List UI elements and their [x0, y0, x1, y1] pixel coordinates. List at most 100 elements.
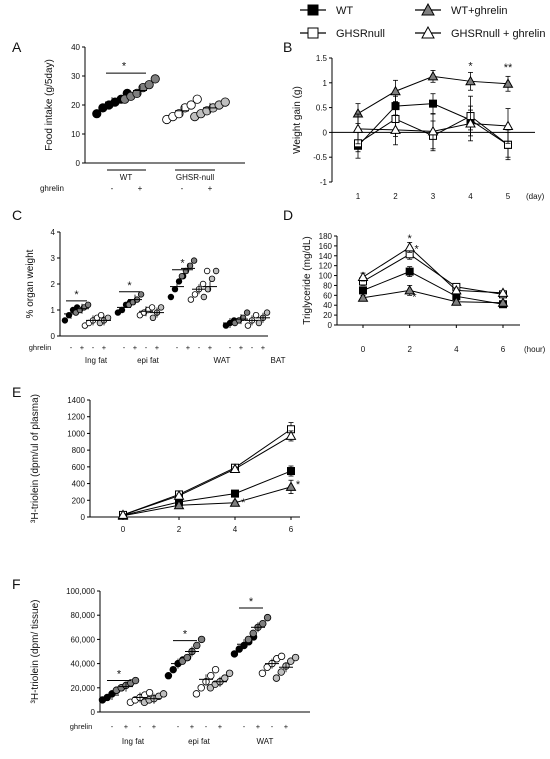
- x-tick-label: 0: [121, 525, 126, 534]
- x-tick-label: 2: [393, 192, 398, 201]
- y-tick-label: 1400: [67, 396, 85, 405]
- y-tick-label: 2: [51, 280, 56, 289]
- x-tick-label: 5: [506, 192, 511, 201]
- data-point: [465, 117, 476, 128]
- data-point: [193, 641, 201, 650]
- data-point: [229, 497, 241, 507]
- y-axis-label: ³H-triolein (dpm/ tissue): [30, 600, 41, 704]
- series-line: [362, 271, 504, 305]
- y-tick-label: 180: [319, 232, 333, 241]
- panel-letter: E: [12, 384, 21, 400]
- significance-mark: *: [241, 497, 246, 509]
- significance-mark: *: [408, 233, 413, 245]
- significance-mark: *: [415, 243, 420, 255]
- significance-mark: *: [468, 60, 473, 72]
- data-point: [502, 78, 514, 88]
- ghrelin-sign: -: [243, 722, 246, 731]
- y-tick-label: 160: [319, 242, 333, 251]
- data-point: [220, 97, 230, 107]
- y-tick-label: 0: [76, 159, 81, 168]
- data-point: [357, 292, 369, 302]
- significance-mark: *: [249, 596, 254, 608]
- y-tick-label: 40: [323, 301, 332, 310]
- y-axis-label: ³H-triolein (dpm/ul of plasma): [30, 394, 41, 523]
- ghrelin-sign: -: [92, 343, 95, 352]
- ghrelin-sign: +: [133, 343, 138, 352]
- y-tick-label: 1: [51, 306, 56, 315]
- significance-mark: *: [412, 291, 417, 303]
- group-label: Ing fat: [122, 737, 145, 746]
- y-tick-label: 20: [71, 101, 80, 110]
- ghrelin-sign: -: [139, 722, 142, 731]
- ghrelin-sign: -: [111, 184, 114, 193]
- ghrelin-sign: +: [155, 343, 160, 352]
- legend: WT WT+ghrelin GHSRnull GHSRnull + ghrelin: [300, 2, 545, 40]
- group-label: Ing fat: [85, 356, 108, 365]
- data-point: [291, 653, 300, 662]
- y-tick-label: 30: [71, 72, 80, 81]
- group-label: epi fat: [137, 356, 160, 365]
- data-point: [352, 123, 364, 133]
- x-tick-label: 4: [468, 192, 473, 201]
- data-point: [191, 291, 199, 298]
- x-axis-unit: (day): [526, 192, 545, 201]
- data-point: [235, 645, 243, 653]
- data-point: [244, 635, 253, 644]
- x-tick-label: 2: [407, 345, 412, 354]
- data-point: [225, 669, 234, 677]
- y-tick-label: 20: [323, 311, 332, 320]
- y-tick-label: 120: [319, 262, 333, 271]
- chart-panel-b: -1 -0.5 0 0.5 1 1.5 Weight gain (g) 1 2 3 4 5 (day) *…: [292, 54, 545, 201]
- series-line: [122, 486, 292, 517]
- y-axis-label: Food intake (g/5day): [44, 59, 55, 151]
- series-line: [362, 246, 504, 294]
- data-point: [159, 690, 168, 698]
- ghrelin-row-label: ghrelin: [40, 184, 64, 193]
- y-axis-label: Weight gain (g): [292, 86, 303, 154]
- significance-mark: *: [74, 289, 79, 301]
- data-point: [117, 509, 129, 519]
- ghrelin-sign: +: [208, 184, 213, 193]
- data-point: [131, 676, 140, 685]
- ghrelin-sign: -: [123, 343, 126, 352]
- ghrelin-sign: -: [145, 343, 148, 352]
- data-point: [287, 467, 295, 476]
- data-point: [429, 99, 437, 108]
- x-tick-label: 0: [361, 345, 366, 354]
- data-point: [190, 257, 198, 264]
- data-point: [229, 463, 241, 473]
- data-point: [200, 293, 208, 301]
- y-axis-label: Triglyceride (mg/dL): [302, 236, 313, 325]
- data-point: [199, 280, 207, 288]
- chart-panel-a: 0 10 20 30 40 Food intake (g/5day) ghrelin - + - +…: [40, 43, 245, 193]
- data-point: [255, 319, 263, 327]
- x-tick-label: 1: [356, 192, 361, 201]
- y-tick-label: 800: [72, 446, 86, 455]
- y-tick-label: 0.5: [316, 104, 328, 113]
- ghrelin-sign: +: [284, 722, 289, 731]
- ghrelin-row-label: ghrelin: [70, 722, 93, 731]
- y-tick-label: 1000: [67, 429, 85, 438]
- data-point: [149, 314, 157, 321]
- data-point: [144, 80, 154, 90]
- ghrelin-sign: +: [80, 343, 85, 352]
- data-point: [285, 430, 297, 440]
- legend-marker: [307, 4, 319, 16]
- y-tick-label: 400: [72, 480, 86, 489]
- panel-letter: B: [283, 39, 292, 55]
- legend-marker: [421, 2, 435, 16]
- data-point: [405, 267, 414, 276]
- y-tick-label: 0: [328, 321, 333, 330]
- data-point: [231, 489, 239, 498]
- y-tick-label: 100,000: [66, 587, 95, 596]
- significance-mark: **: [504, 62, 513, 74]
- y-tick-label: 0: [91, 708, 96, 717]
- data-point: [259, 619, 267, 628]
- panel-letter: F: [12, 576, 21, 592]
- panel-letter: A: [12, 39, 22, 55]
- series-line: [122, 435, 292, 516]
- y-tick-label: -0.5: [313, 153, 327, 162]
